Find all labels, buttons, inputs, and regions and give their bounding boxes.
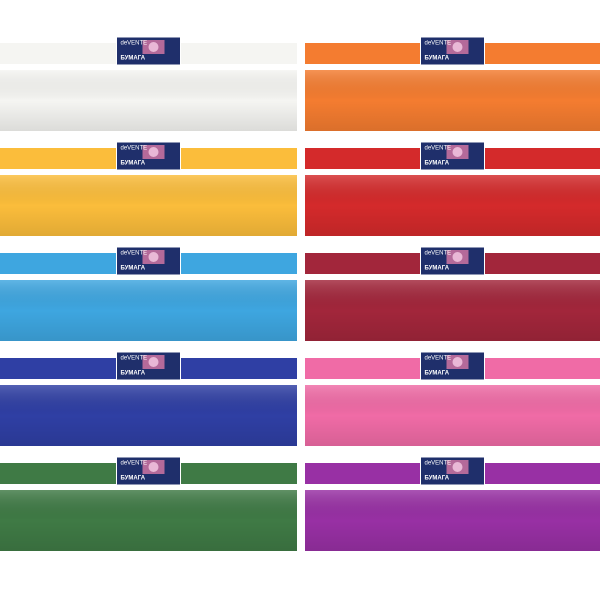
label-flower — [452, 147, 463, 157]
label-brand: deVENTE — [121, 461, 148, 467]
label-flower — [148, 357, 159, 367]
roll-label: deVENTE БУМАГА — [420, 351, 485, 381]
label-product: БУМАГА — [425, 371, 450, 377]
paper-roll: deVENTE БУМАГА — [0, 141, 297, 236]
label-body — [420, 246, 485, 276]
paper-roll: deVENTE БУМАГА — [305, 246, 600, 341]
label-product: БУМАГА — [121, 161, 146, 167]
label-product: БУМАГА — [121, 476, 146, 482]
sheet-shade — [305, 490, 600, 551]
label-brand: deVENTE — [425, 41, 452, 47]
label-flower — [148, 252, 159, 262]
label-flower — [148, 147, 159, 157]
sheet-shade — [305, 70, 600, 131]
roll-label: deVENTE БУМАГА — [116, 351, 181, 381]
label-brand: deVENTE — [425, 146, 452, 152]
paper-roll: deVENTE БУМАГА — [305, 36, 600, 131]
paper-roll: deVENTE БУМАГА — [0, 456, 297, 551]
label-product: БУМАГА — [121, 371, 146, 377]
roll-label: deVENTE БУМАГА — [116, 36, 181, 66]
label-flower — [452, 462, 463, 472]
label-flower — [452, 357, 463, 367]
roll-label: deVENTE БУМАГА — [116, 141, 181, 171]
label-product: БУМАГА — [121, 266, 146, 272]
paper-roll: deVENTE БУМАГА — [0, 351, 297, 446]
paper-roll: deVENTE БУМАГА — [0, 246, 297, 341]
label-flower — [148, 462, 159, 472]
paper-roll: deVENTE БУМАГА — [0, 36, 297, 131]
label-flower — [452, 42, 463, 52]
paper-roll: deVENTE БУМАГА — [305, 351, 600, 446]
sheet-shade — [0, 70, 297, 131]
label-product: БУМАГА — [425, 476, 450, 482]
sheet-shade — [305, 385, 600, 446]
label-brand: deVENTE — [121, 41, 148, 47]
roll-label: deVENTE БУМАГА — [420, 141, 485, 171]
sheet-shade — [305, 280, 600, 341]
label-product: БУМАГА — [425, 161, 450, 167]
label-flower — [148, 42, 159, 52]
roll-label: deVENTE БУМАГА — [420, 456, 485, 486]
label-flower — [452, 252, 463, 262]
label-brand: deVENTE — [425, 461, 452, 467]
paper-roll: deVENTE БУМАГА — [305, 141, 600, 236]
label-brand: deVENTE — [121, 251, 148, 257]
sheet-shade — [0, 280, 297, 341]
roll-label: deVENTE БУМАГА — [420, 36, 485, 66]
roll-label: deVENTE БУМАГА — [420, 246, 485, 276]
label-brand: deVENTE — [121, 356, 148, 362]
sheet-shade — [305, 175, 600, 236]
sheet-shade — [0, 385, 297, 446]
label-product: БУМАГА — [425, 56, 450, 62]
label-brand: deVENTE — [121, 146, 148, 152]
label-product: БУМАГА — [121, 56, 146, 62]
label-brand: deVENTE — [425, 356, 452, 362]
paper-roll: deVENTE БУМАГА — [305, 456, 600, 551]
sheet-shade — [0, 490, 297, 551]
roll-label: deVENTE БУМАГА — [116, 456, 181, 486]
label-product: БУМАГА — [425, 266, 450, 272]
sheet-shade — [0, 175, 297, 236]
label-brand: deVENTE — [425, 251, 452, 257]
roll-label: deVENTE БУМАГА — [116, 246, 181, 276]
